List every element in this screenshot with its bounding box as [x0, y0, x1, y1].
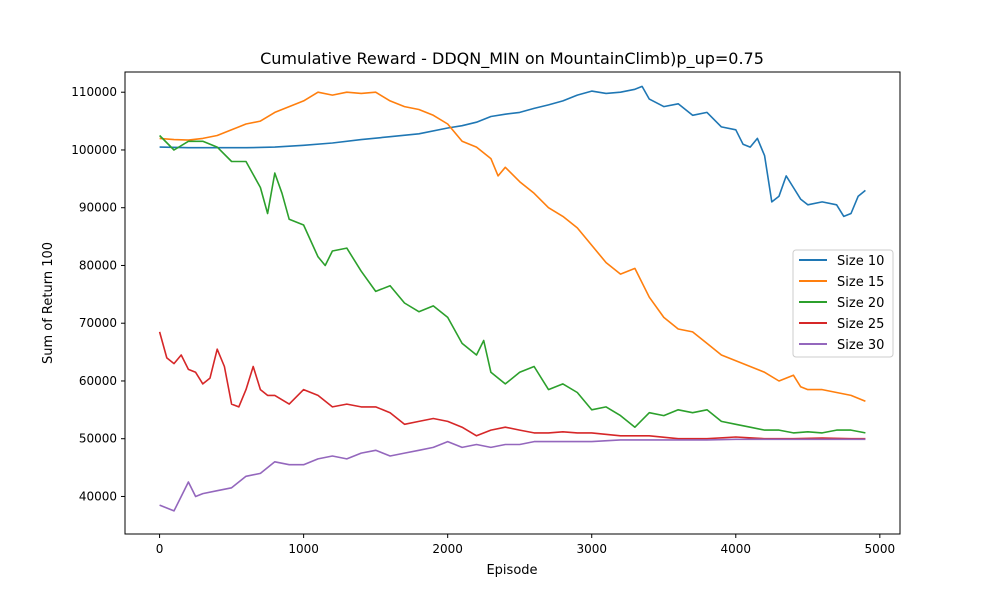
series-line-2 — [159, 91, 866, 402]
y-axis-title: Sum of Return 100 — [41, 242, 56, 364]
x-tick-label: 5000 — [865, 542, 896, 556]
x-axis-title: Episode — [486, 563, 537, 578]
legend-label: Size 20 — [837, 296, 884, 311]
y-tick-label: 60000 — [79, 374, 117, 388]
y-tick-label: 90000 — [79, 201, 117, 215]
y-tick-label: 70000 — [79, 316, 117, 330]
y-tick-label: 110000 — [71, 85, 117, 99]
y-tick-label: 40000 — [79, 489, 117, 503]
series-layer — [158, 85, 866, 512]
x-tick-label: 4000 — [721, 542, 752, 556]
plot-frame — [124, 71, 901, 535]
legend-box — [792, 249, 894, 358]
series-line-4 — [158, 331, 866, 440]
legend-items: Size 10 Size 15 Size 20 Size 25 Size 30 — [799, 254, 884, 353]
y-tick-label: 80000 — [79, 258, 117, 272]
ticks-layer: 0 1000 2000 3000 4000 5000 40000 50000 60000 7000… — [71, 85, 895, 556]
legend-label: Size 30 — [837, 338, 884, 353]
series-line-5 — [159, 438, 866, 512]
y-tick-label: 50000 — [79, 432, 117, 446]
y-tick-label: 100000 — [71, 143, 117, 157]
x-tick-label: 1000 — [288, 542, 319, 556]
x-tick-label: 3000 — [576, 542, 607, 556]
legend-label: Size 15 — [837, 275, 884, 290]
legend: Size 10 Size 15 Size 20 Size 25 Size 30 — [792, 249, 894, 358]
legend-label: Size 10 — [837, 254, 884, 269]
x-tick-label: 2000 — [432, 542, 463, 556]
series-line-1 — [159, 85, 866, 218]
x-tick-label: 0 — [156, 542, 164, 556]
legend-label: Size 25 — [837, 317, 884, 332]
series-line-3 — [159, 134, 866, 434]
chart-title: Cumulative Reward - DDQN_MIN on Mountain… — [260, 49, 764, 69]
